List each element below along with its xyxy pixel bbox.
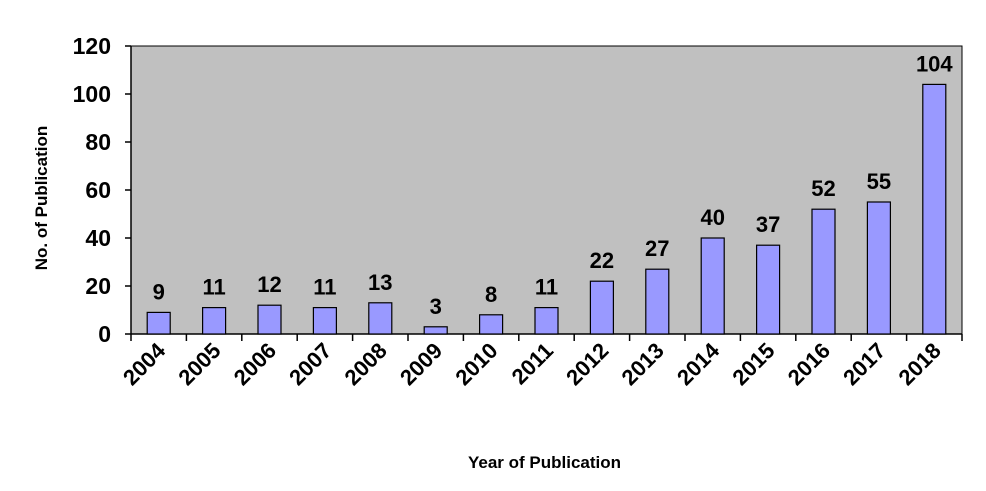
y-tick-label: 120 bbox=[73, 33, 111, 59]
bar-2018 bbox=[922, 83, 947, 335]
data-label-2004: 9 bbox=[153, 279, 165, 304]
data-label-2014: 40 bbox=[700, 205, 724, 230]
x-tick-label-2012: 2012 bbox=[561, 338, 613, 390]
x-axis-title: Year of Publication bbox=[468, 453, 621, 472]
data-label-2015: 37 bbox=[756, 212, 780, 237]
bar-2013 bbox=[645, 268, 670, 335]
y-tick-label: 80 bbox=[85, 129, 111, 155]
bar-2016 bbox=[811, 208, 836, 335]
x-tick-label-2005: 2005 bbox=[173, 338, 225, 390]
y-tick-label: 20 bbox=[85, 273, 111, 299]
x-tick-label-2007: 2007 bbox=[284, 338, 336, 390]
bar-2005 bbox=[202, 307, 227, 335]
x-tick-label-2011: 2011 bbox=[507, 338, 558, 389]
data-label-2018: 104 bbox=[916, 51, 953, 76]
bar-2014 bbox=[700, 237, 725, 335]
x-axis: 2004 2005 2006 2007 2008 2009 2010 2011 2012 2013… bbox=[118, 333, 963, 390]
y-axis-title: No. of Publication bbox=[32, 126, 51, 271]
bar-2017 bbox=[866, 201, 892, 335]
bar-2012 bbox=[589, 280, 615, 335]
bar-2010 bbox=[479, 314, 504, 335]
bar-2015 bbox=[755, 244, 781, 335]
bar-2007 bbox=[312, 307, 337, 335]
x-tick-label-2013: 2013 bbox=[617, 338, 669, 390]
data-label-2012: 22 bbox=[590, 248, 614, 273]
data-labels: 9 11 12 11 13 3 8 11 22 27 40 37 52 55 104 bbox=[153, 51, 954, 318]
data-label-2005: 11 bbox=[202, 275, 225, 300]
x-tick-label-2004: 2004 bbox=[118, 337, 171, 390]
bar-2009 bbox=[423, 326, 448, 335]
data-label-2011: 11 bbox=[535, 275, 558, 300]
data-label-2008: 13 bbox=[368, 270, 392, 295]
x-tick-label-2010: 2010 bbox=[450, 338, 502, 390]
bar-2004 bbox=[146, 311, 171, 335]
data-label-2006: 12 bbox=[257, 272, 281, 297]
y-tick-label: 0 bbox=[98, 321, 111, 347]
bars bbox=[146, 83, 947, 335]
x-tick-label-2008: 2008 bbox=[340, 338, 392, 390]
bar-2008 bbox=[368, 302, 393, 335]
data-label-2009: 3 bbox=[430, 294, 442, 319]
y-tick-label: 40 bbox=[85, 225, 111, 251]
data-label-2016: 52 bbox=[811, 176, 835, 201]
data-label-2010: 8 bbox=[485, 282, 497, 307]
bar-2006 bbox=[257, 304, 282, 335]
y-tick-label: 100 bbox=[73, 81, 111, 107]
x-tick-label-2006: 2006 bbox=[229, 338, 281, 390]
x-tick-label-2018: 2018 bbox=[894, 338, 946, 390]
data-label-2017: 55 bbox=[867, 169, 891, 194]
y-axis: 0 20 40 60 80 100 120 bbox=[73, 33, 132, 347]
data-label-2007: 11 bbox=[313, 275, 336, 300]
y-tick-label: 60 bbox=[85, 177, 111, 203]
x-tick-label-2014: 2014 bbox=[672, 337, 725, 390]
x-tick-label-2017: 2017 bbox=[838, 338, 890, 390]
x-tick-label-2016: 2016 bbox=[783, 338, 835, 390]
x-tick-label-2015: 2015 bbox=[727, 338, 779, 390]
data-label-2013: 27 bbox=[645, 236, 669, 261]
bar-2011 bbox=[534, 307, 559, 335]
x-tick-label-2009: 2009 bbox=[395, 338, 447, 390]
